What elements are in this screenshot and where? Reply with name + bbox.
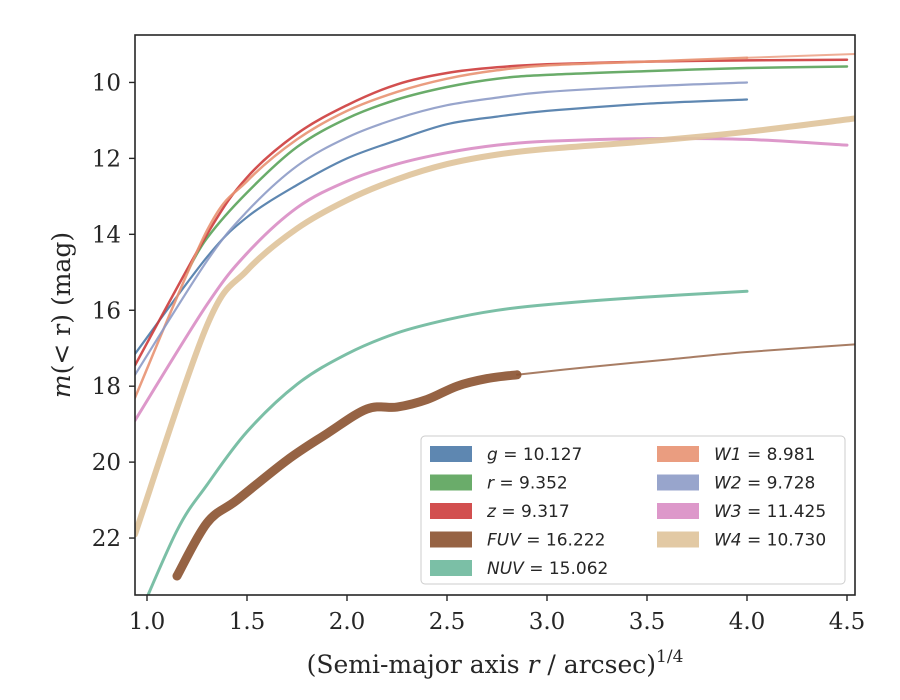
legend-swatch-z [430,503,472,519]
y-axis-title-main: m [47,374,76,398]
y-tick-label: 22 [92,526,121,552]
legend-swatch-W4 [657,531,699,548]
series-W4-line [135,115,855,538]
x-axis-title-var: r [528,650,542,679]
legend-swatch-W3 [657,503,699,519]
legend-swatch-W2 [657,474,699,491]
legend-label-W1: W1 = 8.981 [714,445,815,465]
x-tick-label: 4.5 [829,609,866,635]
legend-swatch-r [430,474,472,491]
series-NUV-line [146,289,749,595]
y-tick-label: 14 [92,222,121,248]
x-tick-label: 1.0 [129,609,166,635]
legend-label-W3: W3 = 11.425 [714,502,826,522]
series-W1-line [135,56,749,399]
x-tick-label: 4.0 [729,609,766,635]
y-axis-title-tail: (< r) (mag) [47,232,76,374]
legend-label-g: g = 10.127 [487,445,582,465]
legend-label-W4: W4 = 10.730 [714,531,826,551]
plot-frame [134,34,856,596]
legend-frame [420,435,846,585]
series-layer [135,53,855,595]
series-FUV-extension [516,343,855,376]
legend-swatch-FUV [430,531,472,548]
y-tick-label: 20 [92,450,121,476]
series-r-line [185,65,849,274]
legend-label-NUV: NUV = 15.062 [487,559,608,579]
x-axis-title-main: (Semi-major axis [307,650,528,679]
x-tick-label: 2.5 [429,609,466,635]
legend-label-r: r = 9.352 [487,474,568,494]
legend-swatch-NUV [430,560,472,576]
x-axis-title-sup: 1/4 [656,647,683,667]
legend: g = 10.127 r = 9.352 z = 9.317 FUV = 16.222… [420,435,846,585]
y-tick-label: 18 [92,374,121,400]
series-W1-extension [746,53,855,59]
y-tick-label: 16 [92,298,121,324]
x-axis-title: (Semi-major axis r / arcsec)1/4 [307,647,684,679]
legend-swatch-g [430,446,472,462]
y-axis-title: m(< r) (mag) [47,232,76,398]
series-W2-line [135,81,749,376]
y-axis: 10 12 14 16 18 20 22 [92,70,135,552]
y-tick-label: 12 [92,146,121,172]
series-FUV-line [172,370,522,581]
legend-label-FUV: FUV = 16.222 [487,531,605,551]
legend-swatch-W1 [657,446,699,462]
legend-label-W2: W2 = 9.728 [714,474,815,494]
x-tick-label: 3.5 [629,609,666,635]
x-tick-label: 1.5 [229,609,266,635]
x-axis: 1.0 1.5 2.0 2.5 3.0 3.5 4.0 4.5 [129,595,866,635]
legend-label-z: z = 9.317 [486,502,570,522]
x-tick-label: 2.0 [329,609,366,635]
y-tick-label: 10 [92,70,121,96]
x-tick-label: 3.0 [529,609,566,635]
x-axis-title-tail: / arcsec) [539,650,656,679]
